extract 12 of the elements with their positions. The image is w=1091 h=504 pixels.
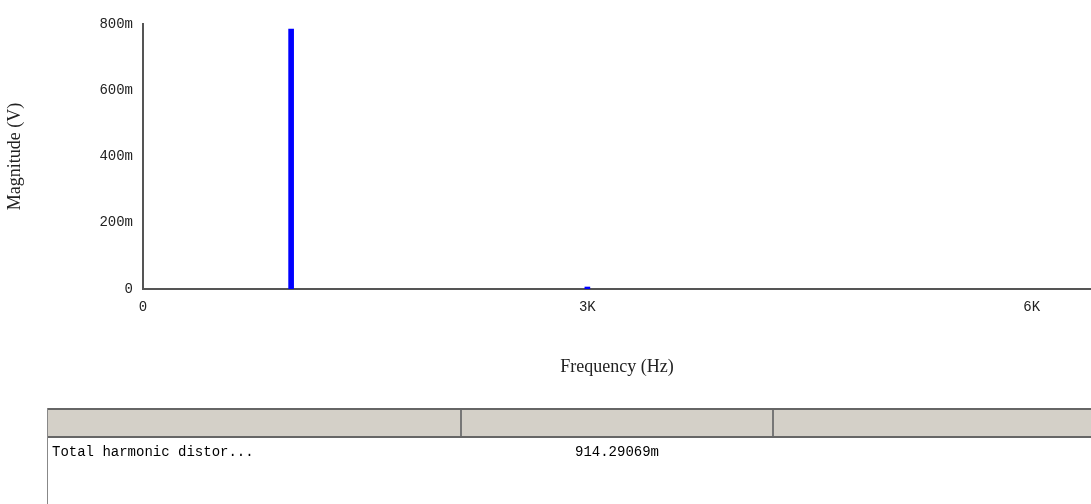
y-axis-title: Magnitude (V) xyxy=(3,102,25,211)
y-tick-label: 0 xyxy=(124,280,133,297)
x-tick-label: 0 xyxy=(138,299,148,316)
text: Total harmonic distor... xyxy=(51,444,255,460)
y-tick-label: 200m xyxy=(99,214,133,231)
y-tick-label: 600m xyxy=(99,81,133,98)
text: 914.29069m xyxy=(574,444,660,460)
y-tick-label: 800m xyxy=(99,15,133,32)
x-tick-label: 3K xyxy=(578,299,597,316)
x-axis-title: Frequency (Hz) xyxy=(560,355,674,377)
x-tick-label: 6K xyxy=(1023,299,1041,316)
y-tick-label: 400m xyxy=(99,148,133,165)
